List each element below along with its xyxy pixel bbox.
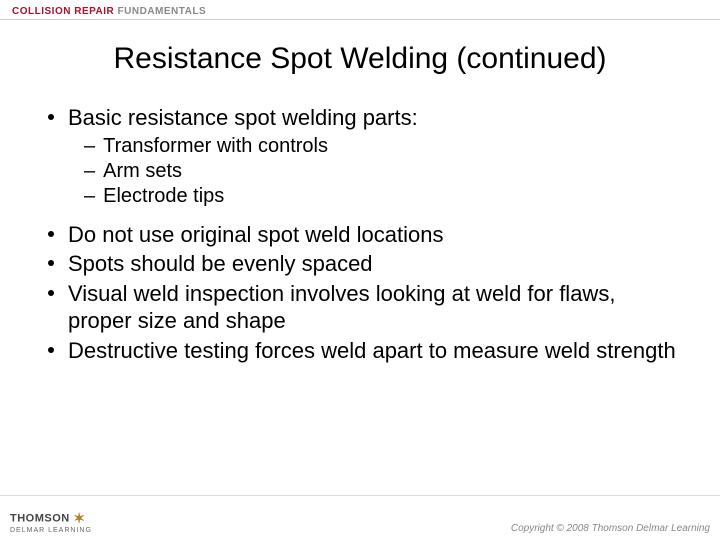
- header-bar: COLLISION REPAIR FUNDAMENTALS: [0, 0, 720, 19]
- sub-bullet-item: – Transformer with controls: [84, 134, 680, 159]
- brand-thomson: THOMSON ✶: [10, 510, 92, 527]
- bullet-dot-icon: [48, 260, 54, 266]
- bullet-text: Destructive testing forces weld apart to…: [68, 337, 676, 365]
- bullet-dot-icon: [48, 114, 54, 120]
- bullet-text: Do not use original spot weld locations: [68, 221, 443, 249]
- sub-bullet-item: – Arm sets: [84, 159, 680, 184]
- dash-icon: –: [84, 184, 95, 209]
- footer: THOMSON ✶ DELMAR LEARNING Copyright © 20…: [0, 495, 720, 540]
- star-icon: ✶: [73, 510, 85, 526]
- bullet-text: Electrode tips: [103, 184, 224, 209]
- copyright-text: Copyright © 2008 Thomson Delmar Learning: [511, 523, 710, 534]
- bullet-item: Do not use original spot weld locations: [48, 221, 680, 249]
- bullet-text: Transformer with controls: [103, 134, 328, 159]
- bullet-item: Basic resistance spot welding parts:: [48, 104, 680, 132]
- bullet-item: Visual weld inspection involves looking …: [48, 280, 680, 335]
- bullet-text: Spots should be evenly spaced: [68, 250, 373, 278]
- bullet-text: Visual weld inspection involves looking …: [68, 280, 680, 335]
- bullet-item: Spots should be evenly spaced: [48, 250, 680, 278]
- bullet-dot-icon: [48, 290, 54, 296]
- bullet-text: Basic resistance spot welding parts:: [68, 104, 418, 132]
- slide-content: Basic resistance spot welding parts: – T…: [0, 104, 720, 364]
- header-divider: [0, 19, 720, 20]
- dash-icon: –: [84, 134, 95, 159]
- footer-brand: THOMSON ✶ DELMAR LEARNING: [10, 510, 92, 534]
- brand-delmar: DELMAR LEARNING: [10, 527, 92, 534]
- header-red-text: COLLISION REPAIR: [12, 6, 114, 17]
- bullet-dot-icon: [48, 231, 54, 237]
- slide-title: Resistance Spot Welding (continued): [0, 42, 720, 76]
- bullet-dot-icon: [48, 347, 54, 353]
- dash-icon: –: [84, 159, 95, 184]
- bullet-item: Destructive testing forces weld apart to…: [48, 337, 680, 365]
- header-gray-text: FUNDAMENTALS: [118, 6, 207, 17]
- bullet-text: Arm sets: [103, 159, 182, 184]
- sub-bullet-item: – Electrode tips: [84, 184, 680, 209]
